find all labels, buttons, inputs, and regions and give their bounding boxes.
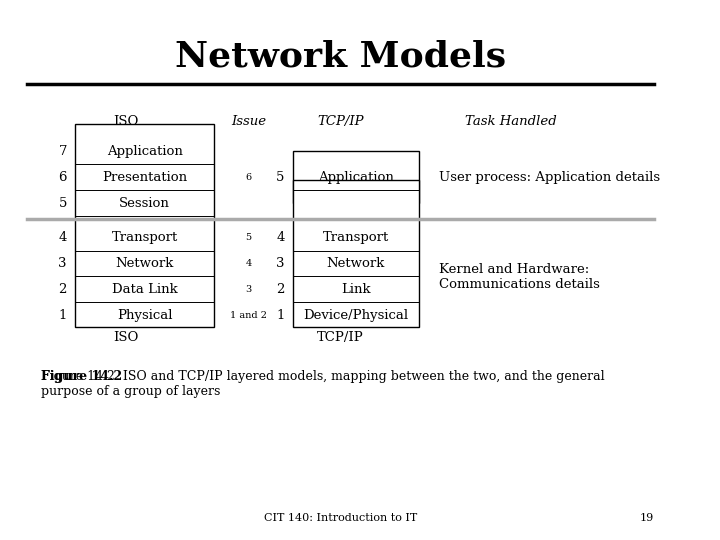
Text: 2: 2 bbox=[276, 283, 284, 296]
Text: 3: 3 bbox=[276, 257, 285, 270]
Text: ISO: ISO bbox=[113, 115, 139, 128]
Text: Network: Network bbox=[327, 257, 385, 270]
Text: Data Link: Data Link bbox=[112, 283, 178, 296]
Text: CIT 140: Introduction to IT: CIT 140: Introduction to IT bbox=[264, 514, 417, 523]
FancyBboxPatch shape bbox=[293, 180, 419, 327]
Text: Issue: Issue bbox=[231, 115, 266, 128]
Text: 3: 3 bbox=[58, 257, 67, 270]
Text: Kernel and Hardware:
Communications details: Kernel and Hardware: Communications deta… bbox=[439, 263, 600, 291]
Text: TCP/IP: TCP/IP bbox=[317, 331, 364, 344]
Text: 5: 5 bbox=[276, 171, 284, 184]
Text: Link: Link bbox=[341, 283, 371, 296]
Text: 6: 6 bbox=[58, 171, 67, 184]
Text: Physical: Physical bbox=[117, 309, 173, 322]
Text: 2: 2 bbox=[58, 283, 67, 296]
Text: Task Handled: Task Handled bbox=[465, 115, 557, 128]
Text: Figure 14.2  ISO and TCP/IP layered models, mapping between the two, and the gen: Figure 14.2 ISO and TCP/IP layered model… bbox=[41, 370, 605, 398]
Text: 7: 7 bbox=[58, 145, 67, 158]
Text: 4: 4 bbox=[246, 259, 252, 268]
Text: Presentation: Presentation bbox=[102, 171, 187, 184]
Text: 5: 5 bbox=[58, 197, 67, 210]
Text: TCP/IP: TCP/IP bbox=[318, 115, 364, 128]
Text: 19: 19 bbox=[640, 514, 654, 523]
Text: 3: 3 bbox=[246, 285, 252, 294]
Text: Application: Application bbox=[318, 171, 394, 184]
Text: 6: 6 bbox=[246, 173, 251, 181]
Text: Application: Application bbox=[107, 145, 183, 158]
Text: 5: 5 bbox=[246, 233, 251, 242]
Text: 4: 4 bbox=[58, 231, 67, 244]
Text: Figure 14.2: Figure 14.2 bbox=[41, 370, 122, 383]
Text: Network: Network bbox=[115, 257, 174, 270]
Text: 1: 1 bbox=[276, 309, 284, 322]
Text: Network Models: Network Models bbox=[175, 40, 506, 73]
Text: ISO: ISO bbox=[113, 331, 139, 344]
Text: Transport: Transport bbox=[323, 231, 389, 244]
Text: 4: 4 bbox=[276, 231, 284, 244]
FancyBboxPatch shape bbox=[293, 151, 419, 203]
Text: Device/Physical: Device/Physical bbox=[303, 309, 408, 322]
Text: User process: Application details: User process: Application details bbox=[439, 171, 660, 184]
FancyBboxPatch shape bbox=[75, 124, 215, 327]
Text: 1 and 2: 1 and 2 bbox=[230, 311, 267, 320]
Text: Session: Session bbox=[120, 197, 170, 210]
Text: 1: 1 bbox=[58, 309, 67, 322]
Text: Transport: Transport bbox=[112, 231, 178, 244]
